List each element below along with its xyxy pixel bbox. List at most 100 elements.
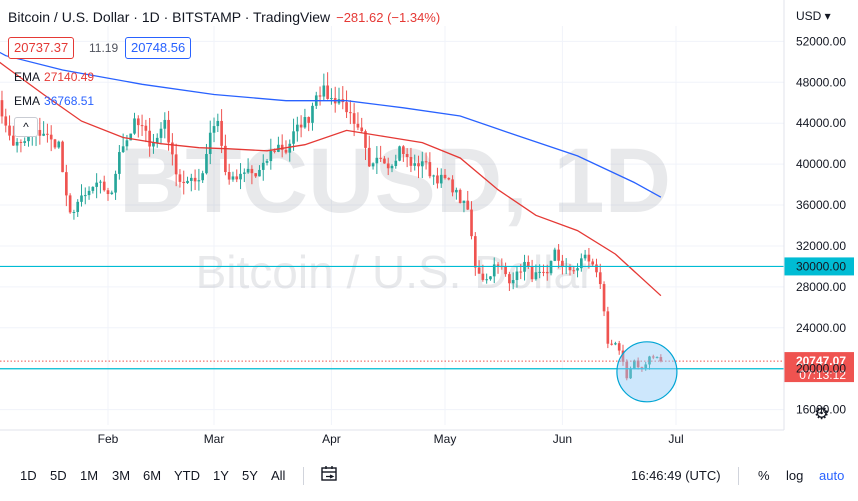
- price-chart[interactable]: BTCUSD, 1D Bitcoin / U.S. Dollar 30000.00…: [0, 0, 858, 461]
- candle-body: [447, 178, 451, 180]
- ema-indicator-2[interactable]: EMA 36768.51: [14, 94, 94, 108]
- gear-icon[interactable]: ⚙: [814, 404, 830, 423]
- bid-price-button[interactable]: 20737.37: [8, 37, 75, 59]
- candle: [481, 264, 485, 282]
- price-axis: 52000.00 48000.00 44000.00 40000.00 36000.00…: [0, 0, 846, 431]
- candle: [155, 133, 159, 148]
- candle: [216, 113, 220, 133]
- candle: [610, 339, 613, 346]
- candle: [159, 122, 163, 145]
- candle: [220, 109, 223, 154]
- candle-body: [489, 276, 492, 280]
- range-5y-button[interactable]: 5Y: [242, 468, 258, 483]
- candle: [303, 108, 307, 129]
- candle: [515, 267, 519, 288]
- range-6m-button[interactable]: 6M: [143, 468, 162, 483]
- candle-body: [136, 118, 140, 126]
- candle: [76, 199, 80, 217]
- candle: [99, 179, 102, 194]
- candle: [65, 164, 68, 207]
- candle: [530, 259, 534, 283]
- candle: [508, 271, 511, 291]
- candle: [8, 115, 11, 141]
- candle: [0, 90, 4, 124]
- candle: [352, 103, 356, 137]
- collapse-legend-button[interactable]: ^: [14, 117, 38, 137]
- candle-body: [83, 195, 87, 197]
- candle-body: [568, 266, 572, 271]
- candle-body: [572, 270, 576, 272]
- candle-body: [614, 343, 617, 345]
- candle: [61, 140, 64, 173]
- range-all-button[interactable]: All: [271, 468, 286, 483]
- candle-body: [220, 120, 223, 146]
- candle-body: [318, 95, 322, 97]
- candle-body: [386, 163, 390, 169]
- candle-body: [19, 141, 23, 143]
- currency-selector[interactable]: USD ▾: [796, 9, 831, 23]
- range-1d-button[interactable]: 1D: [20, 468, 37, 483]
- candle-body: [296, 124, 299, 132]
- candle: [443, 168, 447, 180]
- ema-indicator-1[interactable]: EMA 27140.49: [14, 70, 94, 84]
- candle: [595, 258, 598, 278]
- candle: [580, 253, 583, 272]
- candle-body: [598, 272, 602, 285]
- candle-body: [80, 195, 83, 202]
- candle: [261, 154, 265, 181]
- countdown-label: 07:13:12: [799, 368, 846, 382]
- price-tick-label: 24000.00: [796, 321, 846, 335]
- spread-value: 11.19: [89, 41, 119, 55]
- candle: [144, 119, 148, 143]
- candle-body: [27, 135, 30, 142]
- candle-body: [651, 356, 655, 358]
- candle-body: [189, 177, 193, 181]
- candle-body: [174, 154, 178, 175]
- candle: [489, 276, 492, 281]
- candle-body: [155, 137, 159, 143]
- candle-body: [299, 124, 303, 128]
- candle: [360, 117, 364, 134]
- range-1y-button[interactable]: 1Y: [213, 468, 229, 483]
- candle: [572, 266, 576, 274]
- price-tick-label: 44000.00: [796, 116, 846, 130]
- candle-body: [152, 142, 155, 147]
- candle: [152, 133, 155, 154]
- candle: [114, 170, 117, 200]
- percent-scale-button[interactable]: %: [758, 468, 770, 483]
- candle: [292, 118, 295, 151]
- candle: [455, 187, 458, 200]
- clock-time[interactable]: 16:46:49 (UTC): [631, 468, 721, 483]
- date-range-icon[interactable]: [320, 465, 338, 486]
- auto-scale-button[interactable]: auto: [819, 468, 845, 483]
- candle: [413, 154, 417, 171]
- candle-body: [205, 154, 208, 174]
- candle: [182, 170, 186, 195]
- candle-body: [379, 157, 382, 159]
- range-5d-button[interactable]: 5D: [50, 468, 67, 483]
- range-ytd-button[interactable]: YTD: [174, 468, 200, 483]
- candle: [534, 264, 538, 281]
- price-tick-label: 36000.00: [796, 198, 846, 212]
- candle-body: [269, 150, 273, 162]
- candle-body: [231, 176, 235, 180]
- candle: [462, 200, 466, 213]
- candle-body: [390, 165, 394, 169]
- range-3m-button[interactable]: 3M: [112, 468, 131, 483]
- candle: [201, 170, 204, 183]
- candle: [337, 87, 341, 105]
- candlestick-series: [0, 72, 663, 381]
- candle: [367, 135, 371, 168]
- candle-body: [261, 162, 265, 170]
- candle-body: [95, 182, 98, 187]
- candle: [53, 138, 57, 150]
- log-scale-button[interactable]: log: [786, 468, 804, 483]
- range-1m-button[interactable]: 1M: [80, 468, 99, 483]
- candle-body: [114, 173, 117, 193]
- ask-price-button[interactable]: 20748.56: [125, 37, 192, 59]
- price-tick-label: 40000.00: [796, 157, 846, 171]
- candle-body: [0, 100, 4, 117]
- candle: [617, 340, 621, 355]
- candle-body: [65, 172, 68, 196]
